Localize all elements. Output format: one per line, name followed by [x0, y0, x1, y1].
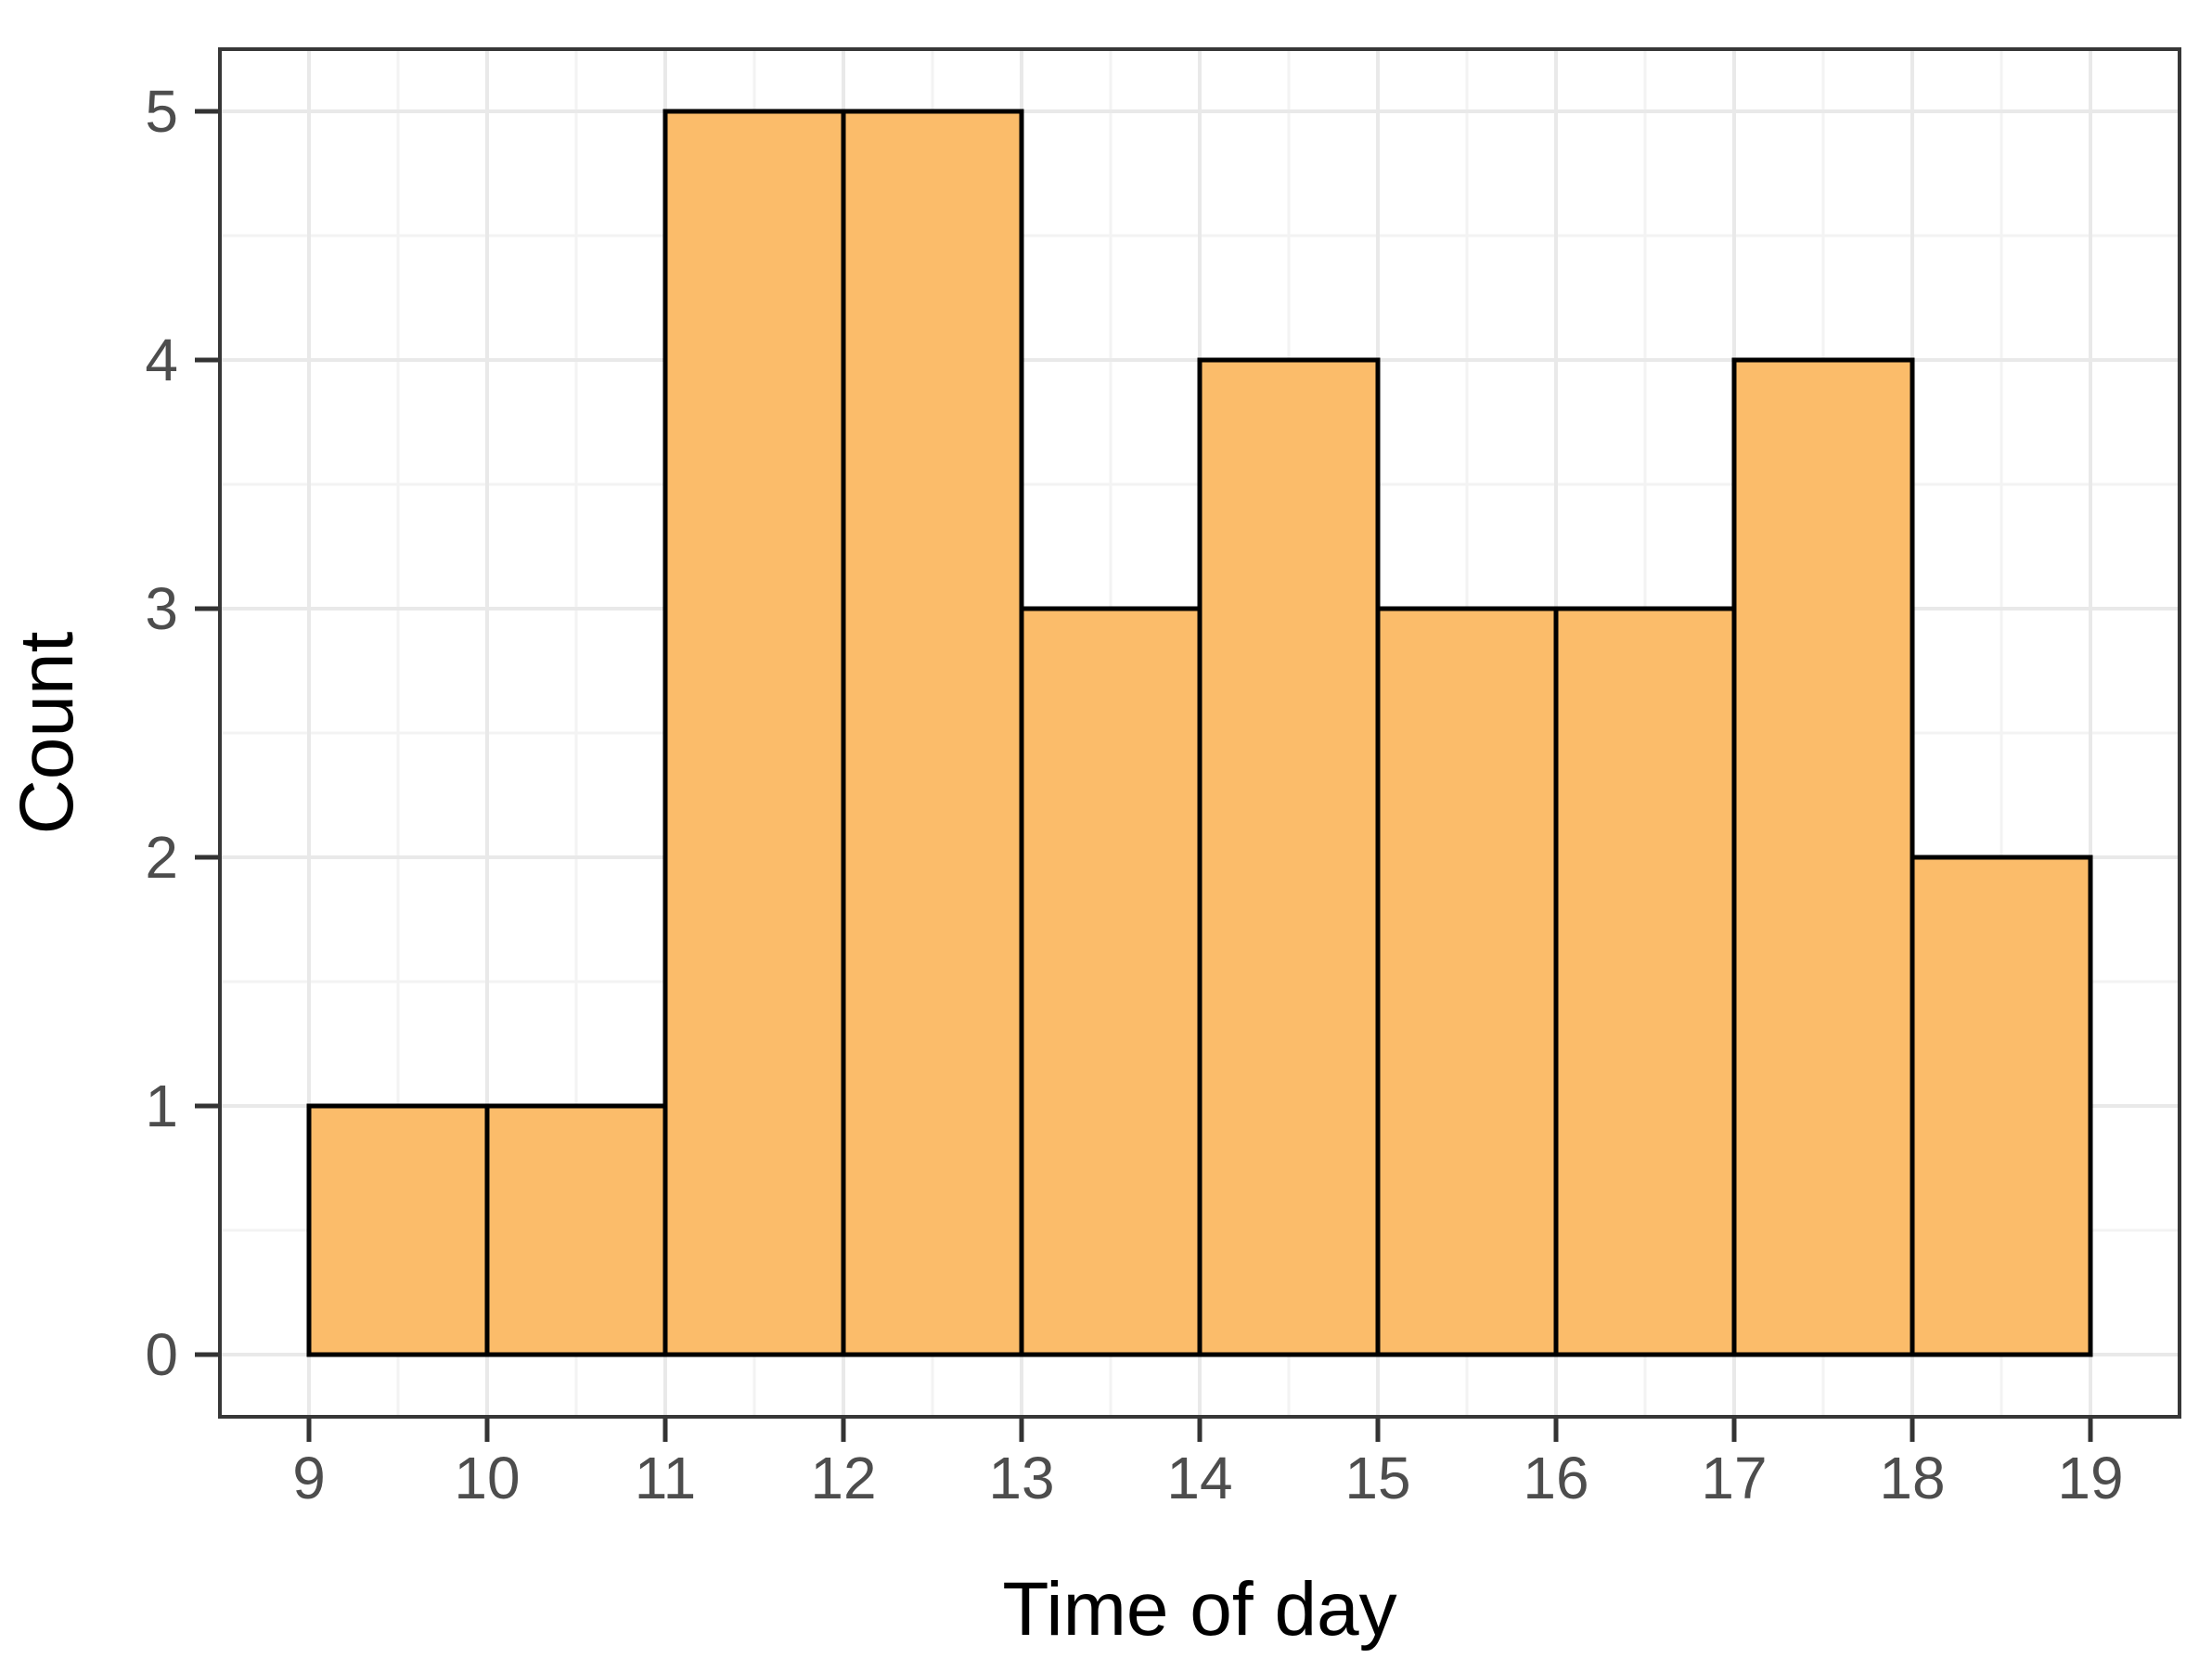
x-tick-label-13: 13: [988, 1445, 1054, 1511]
x-tick-label-12: 12: [810, 1445, 876, 1511]
histogram-bar-14-15: [1197, 357, 1381, 1357]
histogram-bar-12-13: [841, 109, 1024, 1357]
histogram-bar-17-18: [1731, 357, 1915, 1357]
y-tick-label-5: 5: [145, 78, 178, 145]
x-tick-label-11: 11: [635, 1445, 696, 1511]
y-tick-label-1: 1: [145, 1073, 178, 1139]
histogram-bar-9-10: [306, 1103, 490, 1357]
x-axis-title: Time of day: [1002, 1567, 1396, 1652]
x-tick-label-9: 9: [292, 1445, 326, 1511]
y-tick-label-2: 2: [145, 824, 178, 891]
x-tick-label-18: 18: [1879, 1445, 1945, 1511]
x-tick-label-14: 14: [1166, 1445, 1232, 1511]
x-tick-label-15: 15: [1344, 1445, 1410, 1511]
x-tick-label-17: 17: [1701, 1445, 1767, 1511]
histogram-bar-15-16: [1375, 606, 1559, 1357]
y-tick-label-3: 3: [145, 575, 178, 642]
y-axis-title: Count: [5, 631, 89, 834]
panel-border: [218, 47, 2181, 1419]
histogram-bar-16-17: [1553, 606, 1737, 1357]
y-tick-label-0: 0: [145, 1321, 178, 1388]
histogram-bar-18-19: [1910, 855, 2093, 1357]
histogram-bar-13-14: [1019, 606, 1202, 1357]
histogram-bar-10-11: [484, 1103, 668, 1357]
y-tick-label-4: 4: [145, 327, 178, 393]
x-tick-label-16: 16: [1523, 1445, 1588, 1511]
x-tick-label-19: 19: [2057, 1445, 2123, 1511]
x-tick-label-10: 10: [454, 1445, 520, 1511]
histogram-bar-11-12: [662, 109, 846, 1357]
